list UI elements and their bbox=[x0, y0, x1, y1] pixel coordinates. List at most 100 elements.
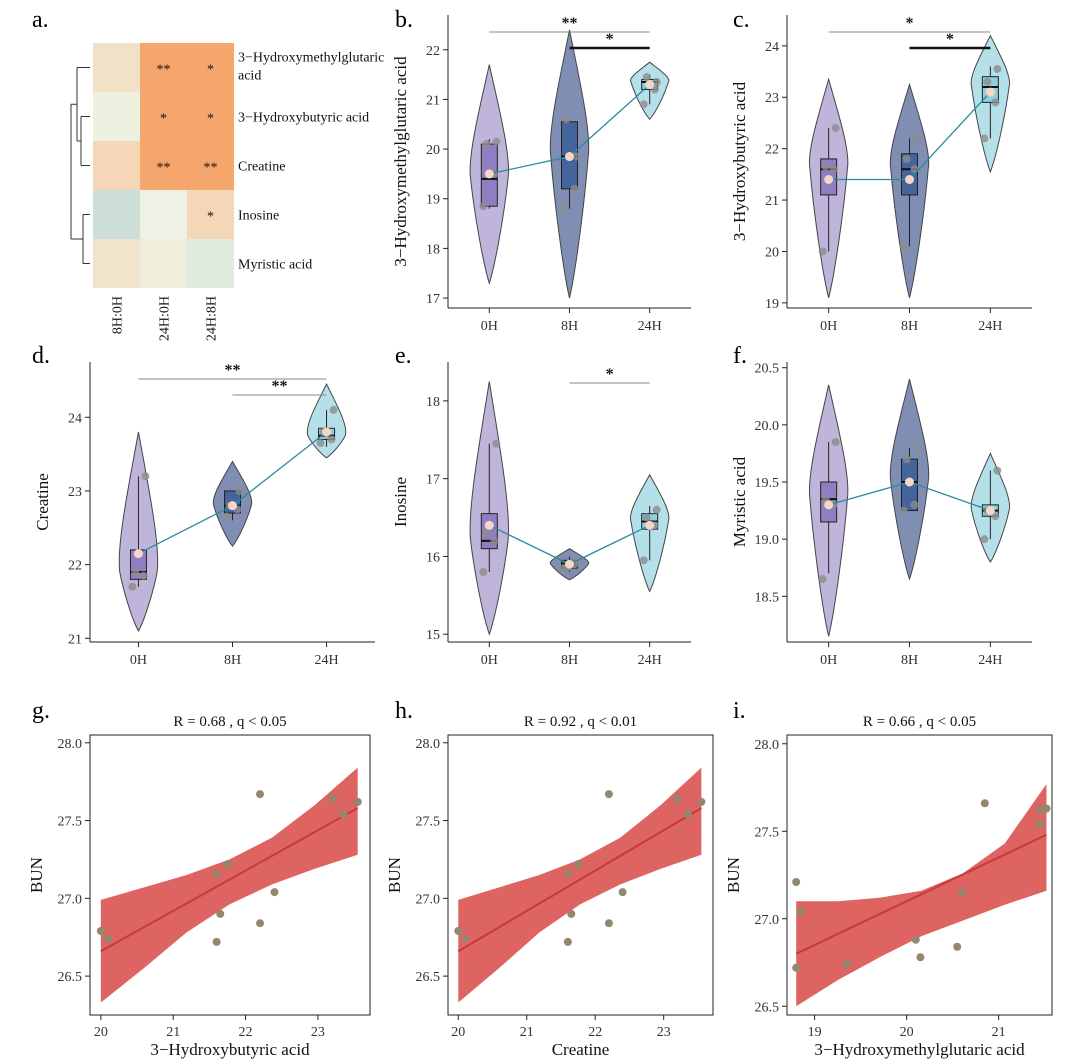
x-tick-label: 23 bbox=[311, 1025, 325, 1040]
heatmap-cell bbox=[187, 43, 234, 92]
x-tick-label: 20 bbox=[94, 1025, 108, 1040]
y-tick-label: 28.0 bbox=[755, 738, 780, 753]
data-point bbox=[829, 165, 838, 174]
scatter-point bbox=[953, 942, 962, 951]
heatmap-row-label: Myristic acid bbox=[238, 258, 312, 273]
x-tick-label: 0H bbox=[481, 319, 498, 334]
heatmap-col-label: 24H:0H bbox=[158, 296, 173, 341]
y-tick-label: 20.0 bbox=[755, 419, 780, 434]
y-axis-label: Myristic acid bbox=[730, 456, 749, 547]
mean-dot bbox=[133, 549, 143, 559]
y-tick-label: 22 bbox=[68, 559, 82, 574]
scatter-point bbox=[216, 909, 225, 918]
y-tick-label: 20.5 bbox=[755, 362, 780, 377]
heatmap-row-label: Inosine bbox=[238, 209, 279, 224]
scatter-panel-h: R = 0.92 , q < 0.01 20 21 22 23 26.5 27.0 27.5 2… bbox=[385, 714, 714, 1059]
data-point bbox=[818, 247, 827, 256]
y-tick-label: 23 bbox=[765, 91, 779, 106]
heatmap-star: * bbox=[207, 63, 214, 78]
heatmap-a: ** ** *** ***3−Hydroxymethylglutaricacid3−H… bbox=[70, 43, 384, 341]
x-tick-label: 20 bbox=[451, 1025, 465, 1040]
y-tick-label: 28.0 bbox=[58, 737, 83, 752]
mean-dot bbox=[905, 174, 914, 184]
heatmap-row-label: Creatine bbox=[238, 160, 285, 175]
y-tick-label: 24 bbox=[68, 411, 82, 426]
x-tick-label: 8H bbox=[901, 653, 918, 668]
y-tick-label: 18.5 bbox=[755, 590, 780, 605]
mean-dot bbox=[824, 174, 834, 184]
confidence-band bbox=[100, 767, 358, 1003]
x-tick-label: 24H bbox=[638, 653, 662, 668]
y-tick-label: 27.5 bbox=[58, 815, 83, 830]
data-point bbox=[479, 568, 488, 576]
significance-star: * bbox=[906, 15, 914, 32]
y-tick-label: 27.0 bbox=[755, 913, 780, 928]
data-point bbox=[329, 405, 338, 414]
x-tick-label: 22 bbox=[588, 1025, 602, 1040]
data-point bbox=[991, 98, 1000, 107]
scatter-point bbox=[604, 790, 613, 799]
data-point bbox=[910, 500, 919, 509]
data-point bbox=[482, 529, 491, 538]
scatter-point bbox=[563, 869, 572, 878]
panel-label-d: d. bbox=[32, 343, 50, 369]
panel-label-c: c. bbox=[733, 7, 750, 33]
mean-dot bbox=[228, 501, 237, 511]
scatter-point bbox=[957, 888, 966, 897]
panel-label-a: a. bbox=[32, 7, 49, 33]
panel-label-h: h. bbox=[395, 698, 413, 724]
scatter-point bbox=[842, 960, 851, 969]
data-point bbox=[492, 439, 501, 448]
heatmap-row-label-cont: acid bbox=[238, 69, 261, 84]
y-tick-label: 22 bbox=[426, 44, 440, 59]
mean-dot bbox=[985, 87, 995, 97]
data-point bbox=[902, 154, 911, 163]
data-point bbox=[831, 124, 840, 133]
data-point bbox=[562, 115, 571, 124]
y-axis-label: BUN bbox=[385, 857, 404, 893]
heatmap-row-label: 3−Hydroxymethylglutaric bbox=[238, 51, 384, 66]
data-point bbox=[980, 134, 989, 143]
plot-frame bbox=[786, 734, 1053, 1016]
scatter-point bbox=[212, 937, 221, 946]
data-point bbox=[821, 162, 830, 171]
significance-star: ** bbox=[272, 378, 288, 395]
mean-dot bbox=[484, 520, 494, 530]
y-tick-label: 19.0 bbox=[755, 533, 780, 548]
heatmap-cell bbox=[187, 190, 234, 239]
scatter-point bbox=[574, 860, 583, 869]
scatter-point bbox=[461, 934, 470, 943]
heatmap-star: ** bbox=[204, 161, 218, 176]
scatter-point bbox=[270, 888, 279, 897]
data-point bbox=[642, 73, 651, 82]
scatter-point bbox=[796, 907, 805, 916]
panel-label-g: g. bbox=[32, 698, 50, 724]
chart-title: R = 0.66 , q < 0.05 bbox=[863, 714, 976, 730]
x-axis-label: 3−Hydroxymethylglutaric acid bbox=[814, 1040, 1025, 1059]
data-point bbox=[912, 443, 921, 452]
scatter-panel-i: R = 0.66 , q < 0.05 19 20 21 26.5 27.0 27.5 28.… bbox=[724, 714, 1053, 1059]
scatter-point bbox=[792, 963, 801, 972]
heatmap-row-label: 3−Hydroxybutyric acid bbox=[238, 111, 369, 126]
scatter-point bbox=[567, 909, 576, 918]
scatter-point bbox=[1036, 820, 1045, 829]
violin-panel-b: 17 18 19 20 21 22 0H 8H 24H 3−Hydroxymethylglutar… bbox=[391, 15, 691, 334]
y-axis-label: 3−Hydroxymethylglutaric acid bbox=[391, 56, 410, 267]
panel-label-i: i. bbox=[733, 698, 746, 724]
violin-panel-f: 18.5 19.0 19.5 20.0 20.5 0H 8H 24H Myristic acid bbox=[730, 362, 1032, 668]
dendrogram bbox=[70, 67, 90, 264]
data-point bbox=[899, 506, 908, 515]
data-point bbox=[327, 435, 336, 444]
mean-dot bbox=[905, 477, 914, 487]
scatter-point bbox=[604, 919, 613, 928]
y-axis-label: Inosine bbox=[391, 477, 410, 527]
plot-frame bbox=[89, 734, 371, 1016]
x-tick-label: 0H bbox=[820, 319, 837, 334]
x-axis-label: 3−Hydroxybutyric acid bbox=[150, 1040, 310, 1059]
mean-dot bbox=[985, 506, 995, 516]
y-tick-label: 27.0 bbox=[58, 892, 83, 907]
mean-dot bbox=[565, 559, 574, 569]
data-point bbox=[652, 78, 661, 87]
y-tick-label: 20 bbox=[765, 245, 779, 260]
x-tick-label: 21 bbox=[520, 1025, 534, 1040]
